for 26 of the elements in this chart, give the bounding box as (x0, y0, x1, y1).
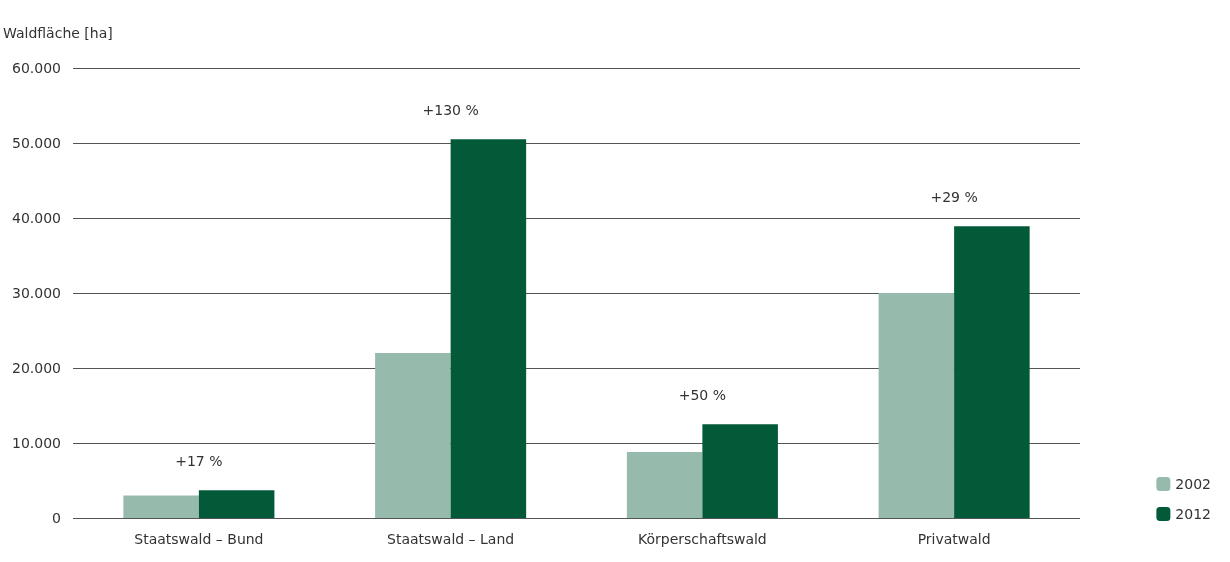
y-tick-label: 20.000 (12, 360, 61, 376)
y-axis-title: Waldfläche [ha] (3, 25, 113, 41)
annotation: +29 % (930, 189, 978, 206)
bar (375, 353, 451, 518)
y-tick-label: 10.000 (12, 435, 61, 451)
bar (954, 226, 1030, 518)
bar (702, 424, 778, 518)
bar (198, 490, 275, 518)
bar (450, 139, 527, 518)
y-tick-label: 30.000 (12, 285, 61, 301)
x-tick-label: Körperschaftswald (637, 531, 767, 547)
bar (123, 495, 199, 518)
bar (626, 452, 703, 518)
y-tick-label: 60.000 (12, 60, 61, 76)
annotation: +130 % (422, 102, 479, 119)
annotation: +17 % (175, 453, 223, 470)
legend-label: 2012 (1175, 506, 1212, 522)
bar (878, 293, 955, 518)
x-tick-label: Staatswald – Bund (134, 531, 264, 547)
x-tick-label: Privatwald (917, 531, 991, 547)
y-tick-label: 40.000 (12, 210, 61, 226)
x-tick-label: Staatswald – Land (387, 531, 515, 547)
legend-label: 2002 (1175, 476, 1212, 492)
y-tick-label: 0 (52, 510, 61, 526)
annotation: +50 % (678, 387, 727, 404)
y-tick-label: 50.000 (12, 135, 61, 151)
